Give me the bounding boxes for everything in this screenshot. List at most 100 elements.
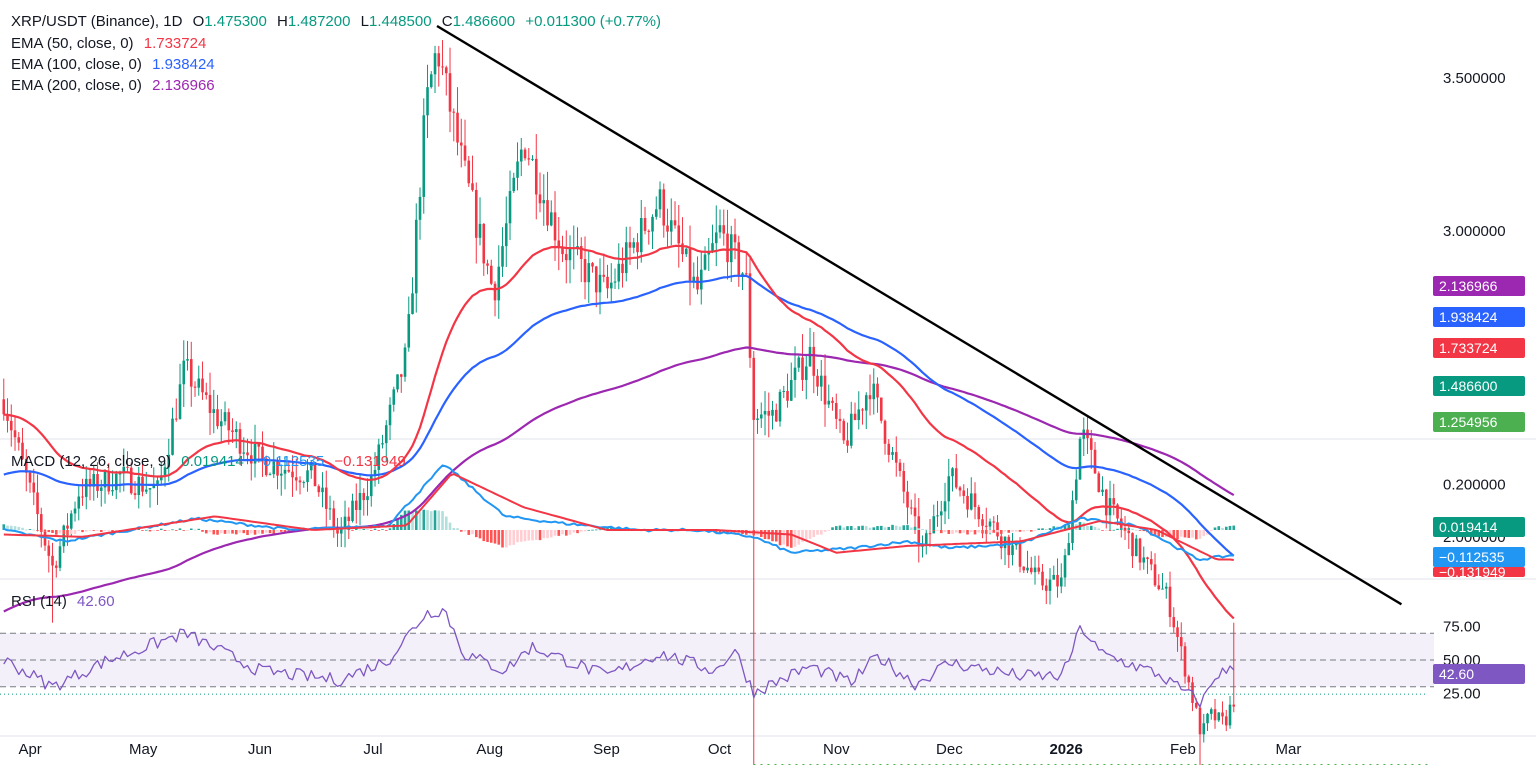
candle-body (167, 454, 171, 468)
candle-body (287, 469, 291, 472)
macd-histogram-bar (1022, 530, 1026, 532)
macd-histogram-bar (977, 530, 981, 533)
macd-histogram-bar (456, 528, 459, 530)
candle-body (669, 220, 673, 232)
candle-body (789, 379, 793, 401)
macd-histogram-bar (2, 524, 6, 530)
candle-body (47, 545, 51, 556)
macd-histogram-bar (1221, 527, 1224, 530)
ema50-legend[interactable]: EMA (50, close, 0) 1.733724 (11, 33, 212, 54)
symbol-label: XRP/USDT (Binance), 1D (11, 13, 183, 30)
macd-histogram-bar (377, 530, 381, 531)
candle-body (471, 183, 474, 191)
candle-body (2, 399, 6, 415)
ema100-legend[interactable]: EMA (100, close, 0) 1.938424 (11, 54, 221, 75)
close-price-badge: 1.486600 (1433, 376, 1525, 396)
close-value: 1.486600 (452, 13, 516, 30)
ema200-label: EMA (200, close, 0) (11, 77, 142, 94)
candle-body (392, 389, 396, 405)
macd-histogram-bar (66, 530, 69, 536)
candle-body (197, 378, 201, 388)
candle-body (126, 466, 129, 468)
candle-body (298, 480, 302, 483)
candle-body (51, 555, 54, 566)
macd-histogram-bar (617, 527, 621, 530)
candle-body (193, 386, 197, 388)
candle-body (718, 225, 722, 233)
macd-histogram-bar (261, 530, 264, 534)
macd-histogram-bar (954, 530, 958, 533)
macd-histogram-bar (73, 530, 77, 534)
candle-body (1033, 567, 1037, 573)
candle-body (339, 528, 343, 534)
candle-body (538, 194, 542, 204)
macd-histogram-bar (849, 526, 853, 530)
macd-histogram-bar (804, 530, 808, 540)
candle-body (347, 516, 351, 522)
candle-body (84, 478, 88, 497)
macd-histogram-bar (534, 530, 538, 540)
candle-body (504, 223, 508, 247)
candle-body (148, 488, 152, 490)
candle-body (1176, 627, 1179, 638)
candle-body (564, 254, 568, 261)
macd-histogram-bar (1127, 527, 1131, 530)
candle-body (1018, 543, 1022, 567)
macd-histogram-bar (969, 530, 973, 533)
macd-histogram-bar (981, 530, 984, 534)
macd-histogram-bar (782, 530, 786, 545)
time-axis-tick: Nov (823, 741, 850, 758)
candle-body (114, 473, 118, 491)
candle-body (212, 409, 216, 413)
macd-histogram-bar (343, 529, 347, 531)
candle-body (943, 501, 947, 512)
candle-body (268, 474, 272, 476)
candle-body (902, 471, 906, 492)
candle-body (456, 112, 459, 143)
macd-histogram-bar (924, 529, 928, 531)
macd-histogram-bar (594, 529, 598, 531)
candle-body (654, 209, 658, 217)
candle-body (951, 468, 954, 477)
candle-body (501, 246, 504, 267)
macd-histogram-bar (504, 530, 508, 548)
candle-body (272, 461, 276, 475)
macd-legend[interactable]: MACD (12, 26, close, 9) 0.019414 −0.1125… (11, 451, 412, 472)
candle-body (726, 233, 729, 263)
candle-body (996, 522, 999, 537)
candle-body (714, 232, 718, 244)
candle-body (722, 225, 726, 234)
macd-histogram-bar (1093, 526, 1097, 530)
candle-body (1183, 646, 1187, 677)
candle-body (362, 492, 366, 501)
macd-histogram-bar (564, 530, 568, 536)
candle-body (778, 391, 782, 422)
macd-histogram-bar (943, 530, 947, 532)
macd-histogram-bar (579, 530, 583, 532)
candle-body (283, 469, 287, 474)
macd-histogram-bar (407, 510, 411, 530)
ema200-legend[interactable]: EMA (200, close, 0) 2.136966 (11, 75, 221, 96)
macd-histogram-bar (538, 530, 542, 541)
candle-body (808, 346, 812, 367)
candle-body (133, 493, 137, 495)
candle-body (981, 519, 984, 526)
macd-histogram-bar (763, 530, 767, 540)
candle-body (872, 383, 876, 400)
macd-histogram-bar (182, 530, 186, 531)
time-axis-tick: Jun (248, 741, 272, 758)
macd-histogram-bar (448, 522, 452, 530)
candle-body (523, 149, 527, 159)
macd-histogram-bar (381, 529, 384, 531)
candle-body (988, 521, 992, 527)
rsi-legend[interactable]: RSI (14) 42.60 (11, 591, 121, 612)
macd-histogram-bar (163, 530, 167, 531)
candle-body (1067, 543, 1071, 556)
macd-histogram-bar (898, 526, 902, 530)
macd-histogram-bar (388, 528, 392, 530)
macd-histogram-bar (827, 530, 831, 531)
candle-body (208, 394, 212, 413)
macd-histogram-bar (1116, 528, 1119, 530)
ema50-label: EMA (50, close, 0) (11, 35, 134, 52)
